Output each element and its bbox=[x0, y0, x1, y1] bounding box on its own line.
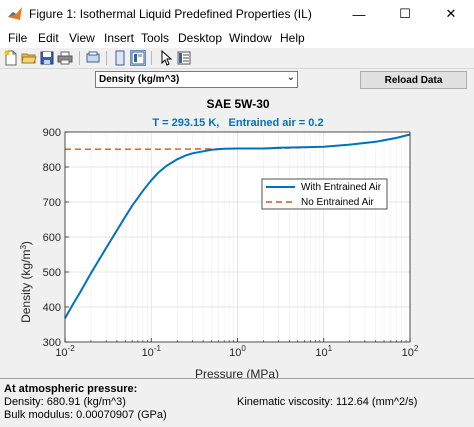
x-tick-exponent: -1 bbox=[154, 344, 162, 353]
y-tick-label: 300 bbox=[43, 337, 61, 349]
toolbar-separator bbox=[79, 51, 80, 65]
x-tick-base: 10 bbox=[402, 347, 414, 359]
show-plot-tools-icon[interactable] bbox=[130, 50, 146, 66]
property-inspector-icon[interactable] bbox=[176, 50, 192, 66]
chart-title: SAE 5W-30 bbox=[206, 97, 269, 111]
hide-plot-tools-icon[interactable] bbox=[112, 50, 128, 66]
minimize-button[interactable]: — bbox=[352, 6, 366, 22]
edit-plot-icon[interactable] bbox=[158, 50, 174, 66]
y-tick-label: 900 bbox=[43, 127, 61, 139]
y-axis-label-end: ) bbox=[19, 241, 33, 245]
menu-bar: File Edit View Insert Tools Desktop Wind… bbox=[0, 28, 474, 48]
kinematic-viscosity-value: Kinematic viscosity: 112.64 (mm^2/s) bbox=[237, 396, 418, 408]
matlab-figure-icon bbox=[8, 7, 22, 20]
legend-label-with-air: With Entrained Air bbox=[301, 182, 382, 193]
x-tick-label: 10-1 bbox=[142, 344, 162, 359]
series-layer bbox=[64, 133, 411, 319]
info-panel: At atmospheric pressure: Density: 680.91… bbox=[0, 378, 474, 427]
menu-desktop[interactable]: Desktop bbox=[178, 31, 223, 45]
y-tick-label: 600 bbox=[43, 232, 61, 244]
x-tick-exponent: -2 bbox=[68, 344, 76, 353]
reload-data-button[interactable]: Reload Data bbox=[360, 71, 467, 89]
x-tick-exponent: 0 bbox=[241, 344, 246, 353]
close-button[interactable]: ✕ bbox=[445, 6, 457, 21]
property-dropdown[interactable]: Density (kg/m^3) ⌄ bbox=[95, 71, 298, 88]
x-tick-exponent: 2 bbox=[414, 344, 419, 353]
x-tick-label: 10-2 bbox=[55, 344, 75, 359]
toolbar bbox=[0, 48, 474, 69]
print-icon[interactable] bbox=[57, 50, 73, 66]
menu-tools[interactable]: Tools bbox=[141, 31, 170, 45]
menu-file[interactable]: File bbox=[8, 31, 28, 45]
x-tick-base: 10 bbox=[142, 347, 154, 359]
maximize-button[interactable]: ☐ bbox=[399, 6, 411, 21]
x-tick-exponent: 1 bbox=[328, 344, 333, 353]
menu-help[interactable]: Help bbox=[280, 31, 305, 45]
menu-edit[interactable]: Edit bbox=[38, 31, 59, 45]
toolbar-separator bbox=[106, 51, 107, 65]
x-tick-base: 10 bbox=[315, 347, 327, 359]
y-axis-label-sup: 3 bbox=[19, 245, 28, 250]
title-bar: Figure 1: Isothermal Liquid Predefined P… bbox=[0, 0, 474, 29]
density-chart: SAE 5W-30 T = 293.15 K, Entrained air = … bbox=[19, 97, 419, 378]
density-value: Density: 680.91 (kg/m^3) bbox=[4, 396, 126, 408]
y-tick-label: 500 bbox=[43, 267, 61, 279]
chart-subtitle: T = 293.15 K, Entrained air = 0.2 bbox=[152, 117, 323, 129]
property-dropdown-value: Density (kg/m^3) bbox=[99, 74, 180, 85]
y-tick-label: 700 bbox=[43, 197, 61, 209]
legend[interactable]: With Entrained Air No Entrained Air bbox=[261, 178, 388, 210]
x-axis-label: Pressure (MPa) bbox=[195, 367, 279, 378]
x-tick-base: 10 bbox=[55, 347, 67, 359]
legend-label-no-air: No Entrained Air bbox=[301, 197, 374, 208]
menu-view[interactable]: View bbox=[69, 31, 95, 45]
new-figure-icon[interactable] bbox=[3, 50, 19, 66]
window-title: Figure 1: Isothermal Liquid Predefined P… bbox=[29, 7, 312, 21]
x-tick-label: 101 bbox=[315, 344, 332, 359]
y-axis-label: Density (kg/m3) bbox=[19, 241, 33, 323]
menu-window[interactable]: Window bbox=[229, 31, 272, 45]
series-with-entrained-air bbox=[64, 133, 411, 319]
x-tick-base: 10 bbox=[229, 347, 241, 359]
y-axis-label-text: Density (kg/m bbox=[19, 250, 33, 323]
open-file-icon[interactable] bbox=[21, 50, 37, 66]
x-tick-label: 100 bbox=[229, 344, 246, 359]
toolbar-separator bbox=[151, 51, 152, 65]
save-icon[interactable] bbox=[39, 50, 55, 66]
menu-insert[interactable]: Insert bbox=[104, 31, 135, 45]
legend-box bbox=[261, 178, 388, 210]
chevron-down-icon: ⌄ bbox=[286, 72, 295, 83]
info-heading: At atmospheric pressure: bbox=[4, 383, 138, 395]
bulk-modulus-value: Bulk modulus: 0.00070907 (GPa) bbox=[4, 409, 167, 421]
link-plot-icon[interactable] bbox=[85, 50, 101, 66]
y-tick-label: 800 bbox=[43, 162, 61, 174]
y-tick-label: 400 bbox=[43, 302, 61, 314]
x-tick-label: 102 bbox=[402, 344, 419, 359]
